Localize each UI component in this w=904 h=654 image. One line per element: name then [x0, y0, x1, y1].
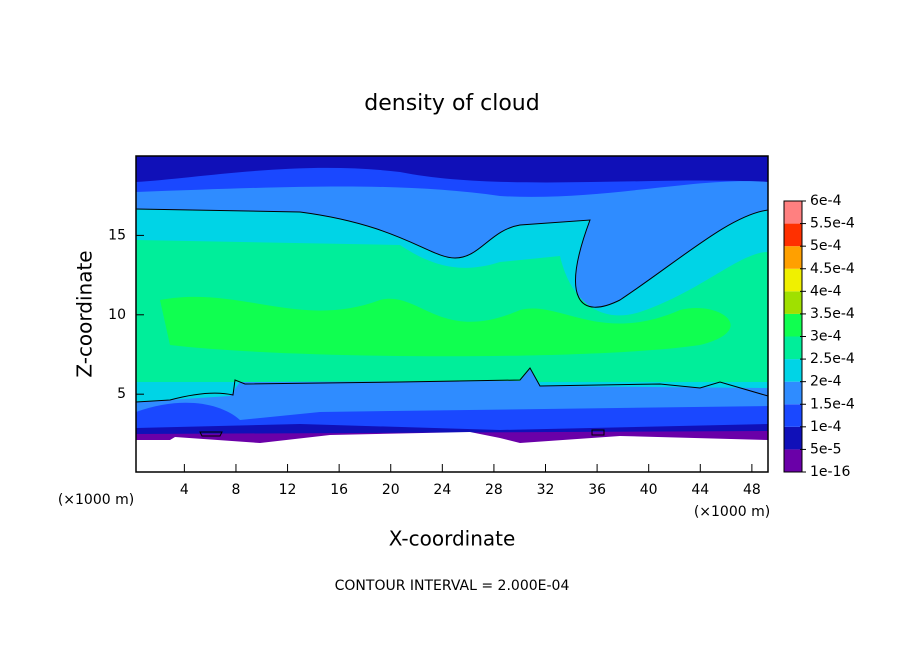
contour-band [136, 156, 768, 183]
colorbar-label: 1.5e-4 [810, 396, 855, 412]
contour-band [160, 296, 731, 357]
x-tick-label: 36 [588, 482, 606, 498]
x-tick-label: 28 [485, 482, 503, 498]
y-tick-label: 10 [108, 307, 126, 323]
x-tick-label: 4 [180, 482, 189, 498]
colorbar-swatch [784, 201, 802, 224]
colorbar-swatch [784, 404, 802, 427]
contour-line [135, 208, 769, 308]
colorbar-label: 2e-4 [810, 374, 842, 390]
colorbar-label: 5.5e-4 [810, 216, 855, 232]
colorbar-swatch [784, 246, 802, 269]
colorbar-label: 2.5e-4 [810, 351, 855, 367]
x-tick-label: 20 [382, 482, 400, 498]
x-tick-label: 48 [743, 482, 761, 498]
y-tick-label: 5 [117, 386, 126, 402]
colorbar-swatch [784, 223, 802, 247]
colorbar-swatch [784, 313, 802, 337]
y-tick-label: 15 [108, 227, 126, 243]
x-tick-label: 40 [640, 482, 658, 498]
chart-title: density of cloud [364, 91, 539, 116]
colorbar-swatch [784, 426, 802, 450]
x-unit: (×1000 m) [694, 504, 770, 520]
colorbar-swatch [784, 359, 802, 382]
contour-line [199, 431, 223, 437]
colorbar-swatch [784, 291, 802, 314]
contour-line [591, 429, 605, 436]
contour-note: CONTOUR INTERVAL = 2.000E-04 [335, 578, 570, 594]
x-tick-label: 8 [231, 482, 240, 498]
colorbar-label: 4e-4 [810, 283, 842, 299]
colorbar-label: 5e-4 [810, 238, 842, 254]
y-unit: (×1000 m) [58, 492, 134, 508]
x-tick-label: 24 [433, 482, 451, 498]
colorbar-label: 4.5e-4 [810, 261, 855, 277]
contour-line [135, 367, 769, 403]
ground [136, 432, 768, 472]
y-axis-label: Z-coordinate [73, 250, 97, 377]
colorbar-swatch [784, 449, 802, 472]
colorbar-label: 1e-4 [810, 419, 842, 435]
colorbar-swatch [784, 336, 802, 360]
colorbar-label: 3e-4 [810, 329, 842, 345]
x-tick-label: 12 [279, 482, 297, 498]
colorbar-swatch [784, 268, 802, 292]
colorbar-swatch [784, 381, 802, 405]
plot-frame [135, 155, 769, 473]
colorbar-label: 6e-4 [810, 193, 842, 209]
x-axis-label: X-coordinate [389, 527, 516, 551]
x-tick-label: 16 [330, 482, 348, 498]
x-tick-label: 32 [537, 482, 555, 498]
colorbar-label: 1e-16 [810, 464, 850, 480]
colorbar-label: 5e-5 [810, 441, 841, 457]
colorbar-label: 3.5e-4 [810, 306, 855, 322]
x-tick-label: 44 [691, 482, 709, 498]
